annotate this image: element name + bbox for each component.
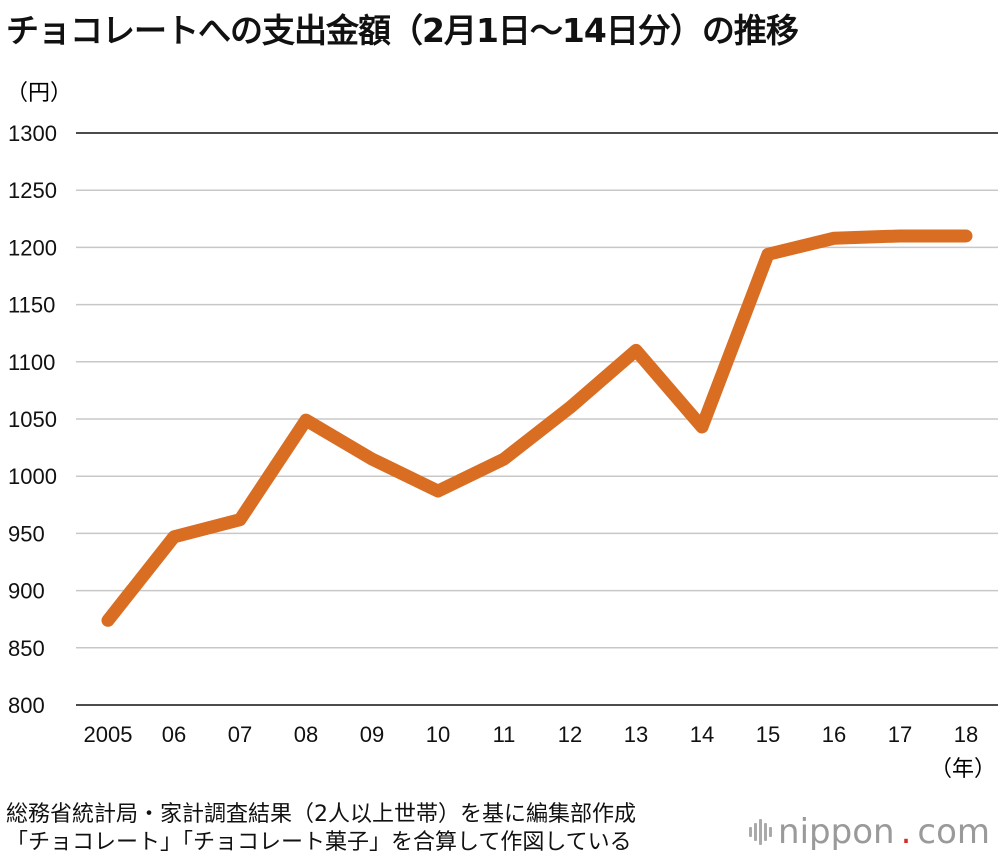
x-tick-label: 11: [493, 722, 516, 747]
x-tick-label: 15: [756, 722, 780, 747]
x-tick-label: 12: [558, 722, 582, 747]
logo-suffix: com: [917, 812, 990, 852]
x-tick-label: 18: [954, 722, 978, 747]
y-tick-label: 1150: [8, 293, 55, 318]
y-tick-label: 900: [8, 579, 45, 604]
chart-title: チョコレートへの支出金額（2月1日〜14日分）の推移: [6, 11, 799, 50]
x-tick-label: 07: [228, 722, 252, 747]
gridlines: [76, 132, 998, 706]
y-tick-label: 1100: [8, 350, 55, 375]
y-tick-label: 1300: [8, 121, 57, 146]
logo-text: nippon: [778, 812, 895, 852]
method-note: 「チョコレート」「チョコレート菓子」を合算して作図している: [6, 830, 632, 855]
x-tick-label: 06: [162, 722, 186, 747]
x-tick-label: 10: [426, 722, 450, 747]
x-tick-label: 16: [822, 722, 846, 747]
x-axis-label: （年）: [930, 756, 996, 781]
y-axis-label: （円）: [6, 80, 72, 105]
y-tick-labels: 800 850 900 950 1000 1050 1100 1150 1200 1250 1300: [8, 121, 57, 718]
x-tick-label: 14: [690, 722, 714, 747]
source-note: 総務省統計局・家計調査結果（2人以上世帯）を基に編集部作成: [6, 802, 636, 827]
line-chart: 800 850 900 950 1000 1050 1100 1150 1200 1250 1300…: [6, 80, 998, 781]
logo-mark-icon: [749, 818, 773, 846]
nippon-logo: nippon. com: [749, 812, 990, 852]
logo-dot: .: [900, 812, 912, 852]
y-tick-label: 1000: [8, 464, 57, 489]
y-tick-label: 950: [8, 521, 45, 546]
x-tick-labels: 2005 06 07 08 09 10 11 12 13 14 15 16 17 18: [84, 722, 979, 747]
y-tick-label: 800: [8, 693, 45, 718]
y-tick-label: 1200: [8, 235, 57, 260]
x-tick-label: 13: [624, 722, 648, 747]
series-line: [101, 229, 973, 627]
x-tick-label: 17: [888, 722, 912, 747]
y-tick-label: 1050: [8, 407, 57, 432]
y-tick-label: 1250: [8, 178, 57, 203]
x-tick-label: 2005: [84, 722, 133, 747]
x-tick-label: 08: [294, 722, 318, 747]
y-tick-label: 850: [8, 636, 45, 661]
x-tick-label: 09: [360, 722, 384, 747]
